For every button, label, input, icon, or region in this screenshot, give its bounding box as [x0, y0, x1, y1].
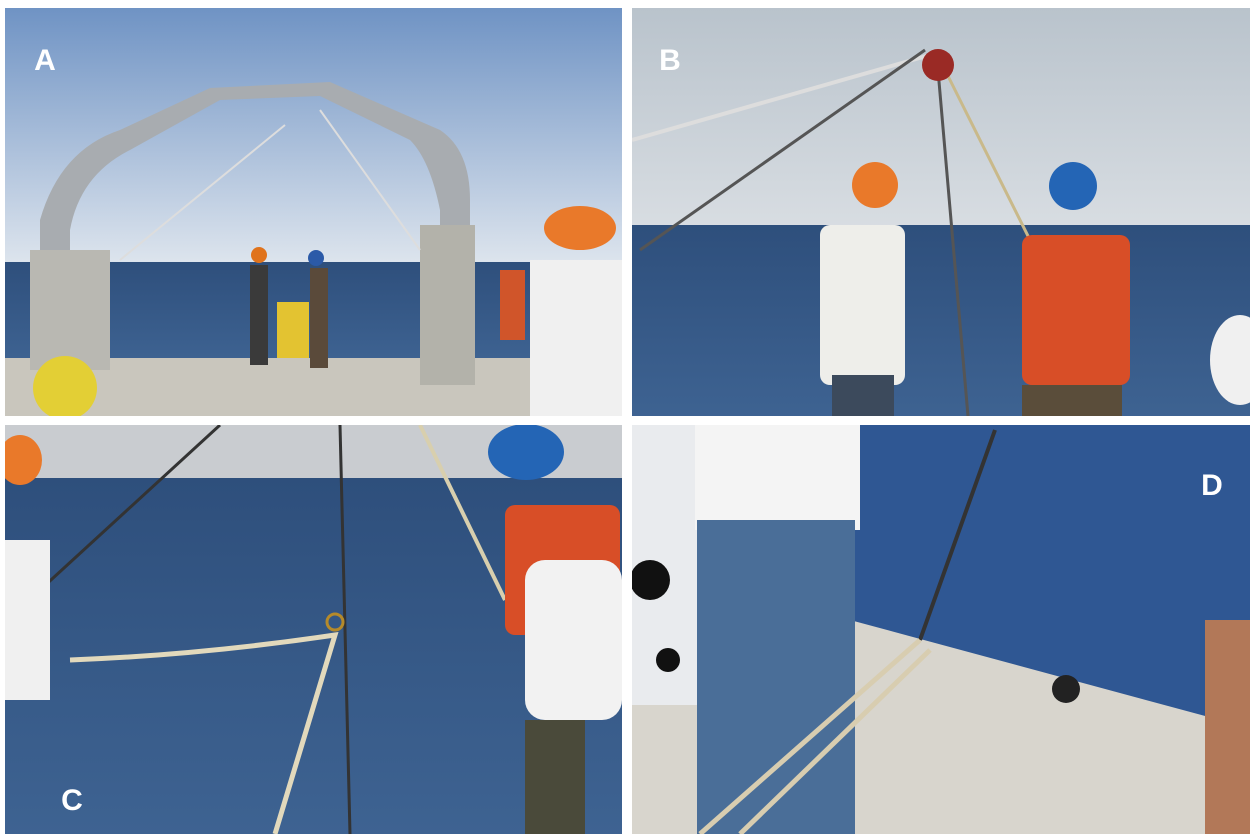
panel-label: C: [61, 784, 83, 817]
panel-label: D: [1201, 469, 1223, 502]
photo-a: [5, 8, 622, 416]
photo-d: [632, 425, 1250, 834]
panel-label: A: [34, 44, 56, 77]
photo-c: [5, 425, 622, 834]
photo-b: [632, 8, 1250, 416]
panel-label: B: [659, 44, 681, 77]
